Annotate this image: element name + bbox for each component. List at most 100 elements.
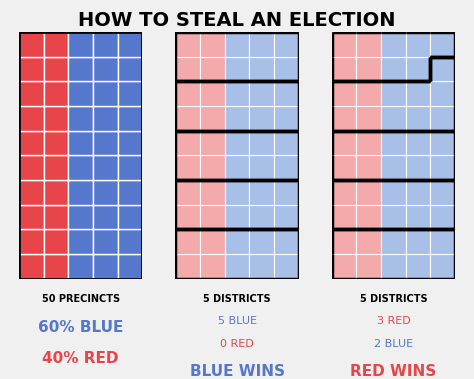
Bar (200, 81, 225, 106)
Bar (332, 229, 356, 254)
Bar (332, 254, 356, 279)
Bar (332, 131, 356, 155)
Bar (274, 229, 299, 254)
Bar (406, 57, 430, 81)
Bar (44, 32, 68, 57)
Bar (93, 81, 118, 106)
Bar (356, 57, 381, 81)
Bar (381, 57, 406, 81)
Bar (430, 57, 455, 81)
Bar (225, 106, 249, 131)
Text: 50 PRECINCTS: 50 PRECINCTS (42, 294, 119, 304)
Bar (118, 106, 142, 131)
Bar (249, 155, 274, 180)
Bar (68, 180, 93, 205)
Bar (332, 180, 356, 205)
Bar (274, 106, 299, 131)
Bar (175, 81, 299, 131)
Text: 0 RED: 0 RED (220, 339, 254, 349)
Bar (200, 254, 225, 279)
Text: 60% BLUE: 60% BLUE (38, 320, 123, 335)
Bar (93, 155, 118, 180)
Bar (175, 32, 299, 81)
Bar (430, 254, 455, 279)
Bar (249, 32, 274, 57)
Bar (118, 131, 142, 155)
Bar (93, 131, 118, 155)
Bar (175, 131, 299, 180)
Bar (381, 131, 406, 155)
Bar (175, 57, 200, 81)
Bar (430, 229, 455, 254)
Bar (225, 81, 249, 106)
Bar (274, 131, 299, 155)
Bar (225, 254, 249, 279)
Bar (225, 205, 249, 229)
Bar (249, 229, 274, 254)
Bar (274, 205, 299, 229)
Bar (356, 155, 381, 180)
Bar (406, 106, 430, 131)
Bar (406, 81, 430, 106)
Bar (175, 254, 200, 279)
Bar (19, 254, 44, 279)
Bar (430, 32, 455, 57)
Bar (356, 32, 381, 57)
Bar (68, 155, 93, 180)
Bar (118, 180, 142, 205)
Bar (44, 229, 68, 254)
Bar (406, 131, 430, 155)
Bar (200, 57, 225, 81)
Bar (68, 81, 93, 106)
Bar (274, 180, 299, 205)
Bar (68, 131, 93, 155)
Bar (44, 205, 68, 229)
Bar (406, 155, 430, 180)
Bar (332, 155, 356, 180)
Bar (381, 32, 406, 57)
Bar (118, 229, 142, 254)
Bar (93, 57, 118, 81)
Bar (93, 229, 118, 254)
Bar (44, 155, 68, 180)
Bar (175, 229, 299, 279)
Bar (19, 57, 44, 81)
Bar (175, 205, 200, 229)
Bar (249, 57, 274, 81)
Bar (356, 205, 381, 229)
Bar (68, 205, 93, 229)
Bar (332, 32, 356, 57)
Bar (332, 57, 356, 81)
Bar (381, 254, 406, 279)
Bar (225, 131, 249, 155)
Bar (44, 81, 68, 106)
Bar (175, 180, 299, 229)
Bar (19, 205, 44, 229)
Bar (68, 32, 93, 57)
Bar (249, 254, 274, 279)
Text: RED WINS: RED WINS (350, 364, 437, 379)
Bar (274, 81, 299, 106)
Bar (19, 106, 44, 131)
Bar (406, 180, 430, 205)
Bar (200, 229, 225, 254)
Bar (19, 32, 44, 57)
Bar (200, 205, 225, 229)
Text: 2 BLUE: 2 BLUE (374, 339, 413, 349)
Bar (93, 106, 118, 131)
Bar (175, 131, 200, 155)
Bar (200, 131, 225, 155)
Bar (225, 180, 249, 205)
Bar (249, 180, 274, 205)
Bar (175, 32, 200, 57)
Bar (430, 155, 455, 180)
Bar (381, 205, 406, 229)
Bar (332, 205, 356, 229)
Bar (68, 229, 93, 254)
Bar (175, 229, 200, 254)
Bar (406, 32, 430, 57)
Bar (118, 57, 142, 81)
Bar (274, 254, 299, 279)
Bar (356, 254, 381, 279)
Bar (200, 32, 225, 57)
